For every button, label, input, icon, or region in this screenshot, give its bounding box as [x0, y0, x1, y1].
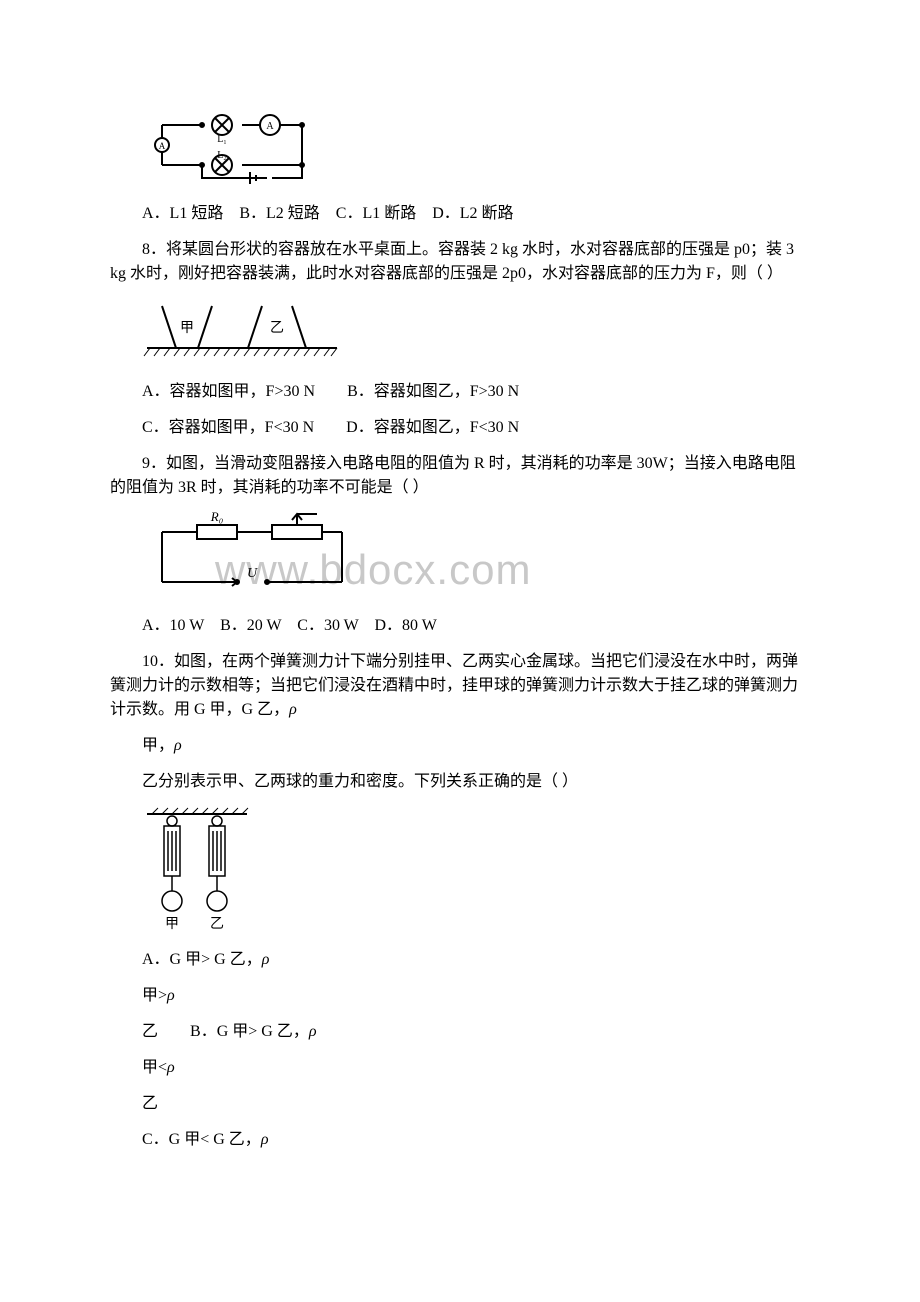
- rho-symbol: ρ: [262, 951, 270, 968]
- rho-symbol: ρ: [289, 701, 297, 718]
- q10-optA-2: 甲>: [142, 987, 167, 1004]
- q8-optD: D．容器如图乙，F<30 N: [346, 419, 519, 436]
- q10-optA-optB-line: 乙 B．G 甲> G 乙，ρ: [110, 1020, 810, 1044]
- q7-options: A．L1 短路 B．L2 短路 C．L1 断路 D．L2 断路: [110, 202, 810, 226]
- q9-circuit-figure: R₀ U: [142, 512, 810, 602]
- q10-optA-line1: A．G 甲> G 乙，ρ: [110, 948, 810, 972]
- svg-text:R₀: R₀: [210, 512, 223, 524]
- rho-symbol: ρ: [167, 1059, 175, 1076]
- rho-symbol: ρ: [261, 1131, 269, 1148]
- q8-stem: 8．将某圆台形状的容器放在水平桌面上。容器装 2 kg 水时，水对容器底部的压强…: [110, 238, 810, 286]
- svg-text:乙: 乙: [210, 916, 224, 932]
- q8-optB: B．容器如图乙，F>30 N: [347, 383, 519, 400]
- q10-stem-p2: 甲，ρ: [110, 734, 810, 758]
- rho-symbol: ρ: [309, 1023, 317, 1040]
- q9-options: A．10 W B．20 W C．30 W D．80 W: [110, 614, 810, 638]
- q8-containers-figure: 甲 乙: [142, 298, 810, 368]
- q10-optA-line2: 甲>ρ: [110, 984, 810, 1008]
- q10-optB-1: B．G 甲> G 乙，: [190, 1023, 309, 1040]
- q10-optB-3: 乙: [142, 1095, 158, 1112]
- q10-springs-figure: 甲 乙: [142, 806, 810, 936]
- q10-optB-2: 甲<: [142, 1059, 167, 1076]
- q10-stem-p2-text: 甲，: [142, 737, 174, 754]
- q10-optC-1: C．G 甲< G 乙，: [142, 1131, 261, 1148]
- svg-text:A: A: [159, 141, 166, 151]
- svg-text:U: U: [247, 566, 258, 581]
- q10-optA-3: 乙: [142, 1023, 158, 1040]
- q9-stem: 9．如图，当滑动变阻器接入电路电阻的阻值为 R 时，其消耗的功率是 30W；当接…: [110, 452, 810, 500]
- q10-stem-p1-text: 10．如图，在两个弹簧测力计下端分别挂甲、乙两实心金属球。当把它们浸没在水中时，…: [110, 653, 798, 718]
- q7-circuit-figure: A A L₁ L₂: [142, 110, 810, 190]
- q10-svg: 甲 乙: [142, 806, 252, 936]
- q8-options-row2: C．容器如图甲，F<30 N D．容器如图乙，F<30 N: [110, 416, 810, 440]
- containers-svg: 甲 乙: [142, 298, 342, 368]
- q8-options-row1: A．容器如图甲，F>30 N B．容器如图乙，F>30 N: [110, 380, 810, 404]
- q8-optA: A．容器如图甲，F>30 N: [142, 383, 315, 400]
- svg-text:L₁: L₁: [217, 134, 227, 145]
- q10-optB-line3: 乙: [110, 1092, 810, 1116]
- circuit-svg: A A L₁ L₂: [142, 110, 332, 190]
- q10-optB-line2: 甲<ρ: [110, 1056, 810, 1080]
- svg-text:甲: 甲: [180, 321, 194, 336]
- svg-text:A: A: [266, 121, 274, 132]
- q10-optA-1: A．G 甲> G 乙，: [142, 951, 262, 968]
- svg-text:L₂: L₂: [217, 150, 227, 161]
- rho-symbol: ρ: [167, 987, 175, 1004]
- q10-stem-p1: 10．如图，在两个弹簧测力计下端分别挂甲、乙两实心金属球。当把它们浸没在水中时，…: [110, 650, 810, 722]
- svg-text:甲: 甲: [165, 917, 179, 932]
- q8-optC: C．容器如图甲，F<30 N: [142, 419, 314, 436]
- q9-svg: R₀ U: [142, 512, 362, 602]
- svg-text:乙: 乙: [270, 320, 284, 336]
- q10-stem-p3: 乙分别表示甲、乙两球的重力和密度。下列关系正确的是（ ）: [110, 770, 810, 794]
- q10-optC-line1: C．G 甲< G 乙，ρ: [110, 1128, 810, 1152]
- rho-symbol: ρ: [174, 737, 182, 754]
